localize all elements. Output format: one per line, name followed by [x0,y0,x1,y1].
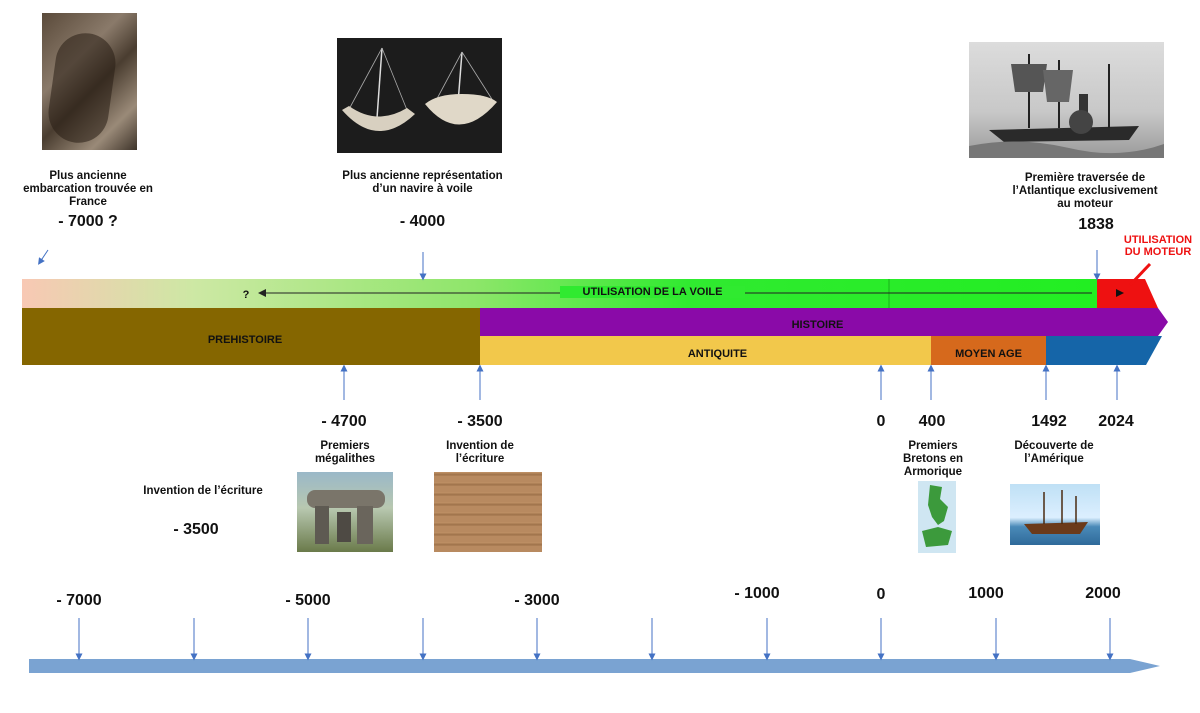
moyen-age-band [931,336,1046,365]
galleon-photo [1010,484,1100,545]
scale-label-2000: 2000 [1085,585,1121,602]
prehistoire-label: PREHISTOIRE [207,334,283,346]
sail-year: - 4000 [399,213,446,230]
sail-caption: Plus ancienne représentation d’un navire… [342,170,503,195]
amerique-year: 1492 [1031,413,1067,430]
now-year: 2024 [1098,413,1134,430]
scale-label-minus-7000: - 7000 [56,592,102,609]
sailboat-models-photo [337,38,502,153]
moteur-band [1097,279,1158,308]
ecriture-caption: Invention de l’écriture [446,440,514,465]
histoire-band [480,308,1168,336]
antiquite-label: ANTIQUITE [687,348,748,360]
side-note-year: - 3500 [173,521,219,538]
steamship-engraving-photo [969,42,1164,158]
moyen-age-label: MOYEN AGE [955,348,1022,360]
bretons-caption: Premiers Bretons en Armorique [902,440,964,478]
scale-bar [29,659,1160,673]
brittany-map-photo [918,481,956,553]
steam-year: 1838 [1078,216,1114,233]
scale-label-minus-5000: - 5000 [285,592,331,609]
modern-band [1046,336,1162,365]
megalithes-year: - 4700 [321,413,367,430]
voile-label: UTILISATION DE LA VOILE [560,286,745,298]
histoire-label: HISTOIRE [791,319,844,331]
megalithes-caption: Premiers mégalithes [314,440,376,465]
dugout-canoe-photo [42,13,137,150]
question-label: ? [242,289,250,301]
zero-year: 0 [876,413,886,430]
boat-year: - 7000 ? [58,213,118,230]
scale-label-minus-1000: - 1000 [734,585,780,602]
prehistoire-band [22,308,480,365]
scale-label-1000: 1000 [968,585,1004,602]
antiquite-band [480,336,931,365]
amerique-caption: Découverte de l’Amérique [1014,440,1094,465]
scale-label-0: 0 [876,586,886,603]
ecriture-year: - 3500 [457,413,503,430]
side-note-caption: Invention de l’écriture [143,485,263,497]
scale-label-minus-3000: - 3000 [514,592,560,609]
dolmen-photo [297,472,393,552]
cuneiform-tablet-photo [434,472,542,552]
moteur-label: UTILISATION DU MOTEUR [1123,234,1193,258]
boat-caption: Plus ancienne embarcation trouvée en Fra… [23,170,153,208]
steam-caption: Première traversée de l’Atlantique exclu… [1012,172,1158,210]
bretons-year: 400 [918,413,946,430]
